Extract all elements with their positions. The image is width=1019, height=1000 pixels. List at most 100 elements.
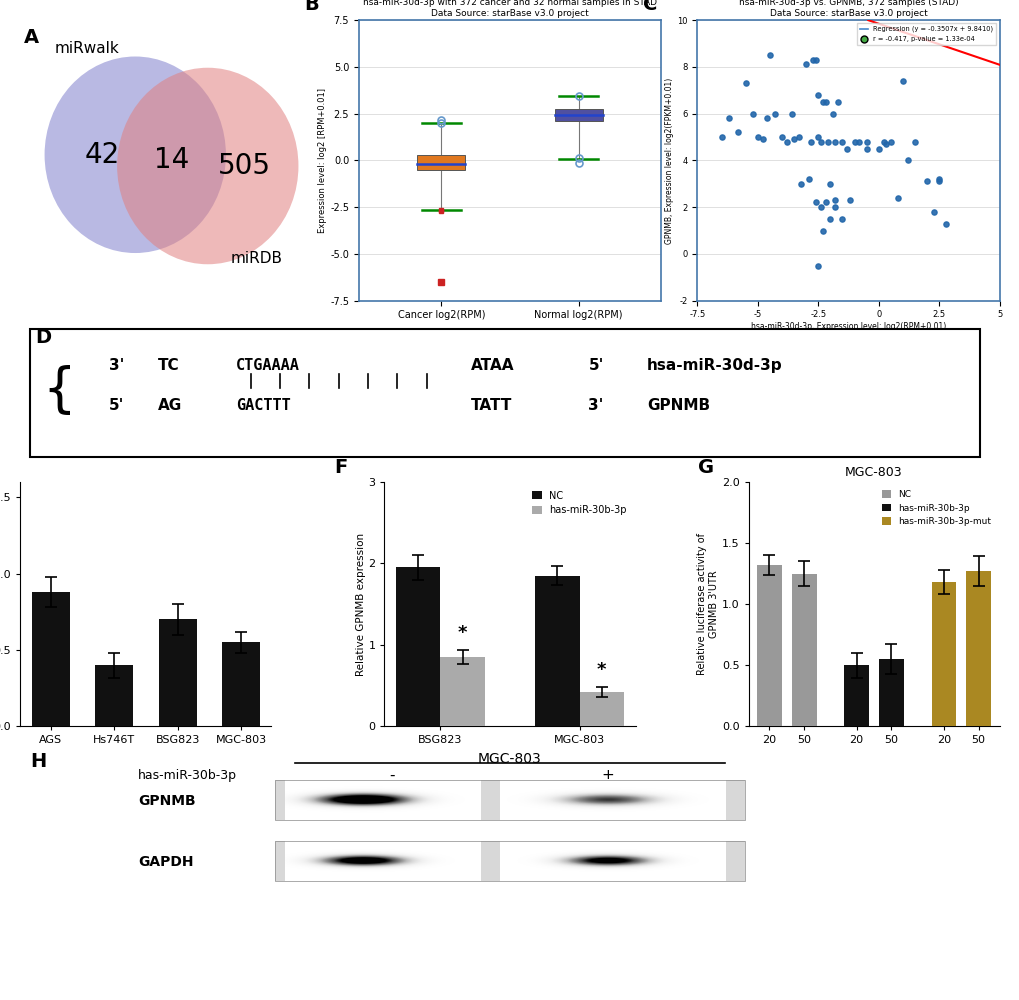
Point [846,134,862,150]
Point [754,131,770,147]
Point [925,204,942,220]
Text: 505: 505 [217,152,270,180]
Bar [417,155,465,170]
Point [804,52,820,68]
Point [889,190,905,206]
Point [812,199,828,215]
Point [826,192,843,208]
Point [826,134,843,150]
Title: hsa-miR-30d-3p with 372 cancer and 32 normal samples in STAD
Data Source: starBa: hsa-miR-30d-3p with 372 cancer and 32 no… [363,0,656,18]
Point [749,129,765,145]
Text: GPNMB: GPNMB [646,398,709,413]
Point [800,171,816,187]
Bar [878,659,903,726]
Point [761,47,777,63]
Text: GAPDH: GAPDH [138,855,194,869]
Point [737,75,753,91]
Point [937,216,954,232]
Bar [440,657,484,726]
Point [809,129,825,145]
Point [766,106,783,122]
Text: H: H [31,752,47,771]
Text: G: G [698,458,713,477]
Y-axis label: Relative luciferase activity of
GPNMB 3'UTR: Relative luciferase activity of GPNMB 3'… [697,533,718,675]
Point [839,141,855,157]
Text: D: D [35,328,51,347]
Point [874,134,891,150]
Point [809,87,825,103]
Text: *: * [458,624,467,642]
Point [918,173,934,189]
Text: AG: AG [157,398,181,413]
Text: {: { [43,365,76,417]
Title: hsa-miR-30d-3p vs. GPNMB, 372 samples (STAD)
Data Source: starBase v3.0 project: hsa-miR-30d-3p vs. GPNMB, 372 samples (S… [738,0,958,18]
Ellipse shape [45,56,225,253]
Bar [554,109,602,121]
Point [790,129,806,145]
Bar [159,619,197,726]
Point [823,106,840,122]
Legend: Regression (y = -0.3507x + 9.8410), r = -0.417, p-value = 1.33e-04: Regression (y = -0.3507x + 9.8410), r = … [857,23,996,44]
Text: -: - [389,768,394,783]
Point [809,258,825,274]
Point [816,194,833,210]
Point [930,173,947,189]
Bar [275,841,744,881]
Point [786,131,802,147]
Legend: NC, has-miR-30b-3p: NC, has-miR-30b-3p [528,487,630,519]
Point [858,134,874,150]
Text: 3': 3' [588,398,603,413]
Text: +: + [601,768,613,783]
Text: 5': 5' [588,358,603,373]
Point [802,134,818,150]
Title: MGC-803: MGC-803 [845,466,902,479]
Y-axis label: Relative GPNMB expression: Relative GPNMB expression [356,533,365,676]
Bar [756,565,781,726]
Point [819,134,836,150]
Point [858,141,874,157]
Bar [930,582,955,726]
Ellipse shape [117,68,299,264]
Bar [579,692,624,726]
Point [877,136,894,152]
Point [730,124,746,140]
Point [712,129,729,145]
Point [930,171,947,187]
Legend: NC, has-miR-30b-3p, has-miR-30b-3p-mut: NC, has-miR-30b-3p, has-miR-30b-3p-mut [877,486,995,530]
X-axis label: hsa-miR-30d-3p, Expression level: log2(RPM+0.01): hsa-miR-30d-3p, Expression level: log2(R… [750,322,946,331]
Point [812,134,828,150]
Text: 5': 5' [108,398,123,413]
Bar [275,841,744,881]
Y-axis label: Expression level: log2 [RPM+0.01]: Expression level: log2 [RPM+0.01] [318,88,327,233]
Point [744,106,760,122]
Text: A: A [23,28,39,47]
Text: B: B [305,0,319,14]
Point [720,110,737,126]
Text: GPNMB: GPNMB [138,794,196,808]
Bar [792,574,816,726]
Point [834,211,850,227]
Point [834,134,850,150]
Bar [395,567,440,726]
Bar [966,571,989,726]
Point [851,134,867,150]
Text: F: F [334,458,347,477]
Text: ATAA: ATAA [471,358,514,373]
Point [758,110,774,126]
Bar [32,592,69,726]
Point [807,194,823,210]
Bar [535,576,579,726]
Text: miRDB: miRDB [230,251,282,266]
Text: 42: 42 [85,141,119,169]
Point [821,211,838,227]
Text: CTGAAAA: CTGAAAA [235,358,300,373]
Text: hsa-miR-30d-3p: hsa-miR-30d-3p [646,358,782,373]
Text: C: C [642,0,656,14]
Point [906,134,922,150]
Point [773,129,790,145]
Bar [95,665,133,726]
Y-axis label: GPNMB, Expression level: log2(FPKM+0.01): GPNMB, Expression level: log2(FPKM+0.01) [664,77,674,244]
Point [821,176,838,192]
Text: *: * [596,661,606,679]
Text: 3': 3' [108,358,123,373]
